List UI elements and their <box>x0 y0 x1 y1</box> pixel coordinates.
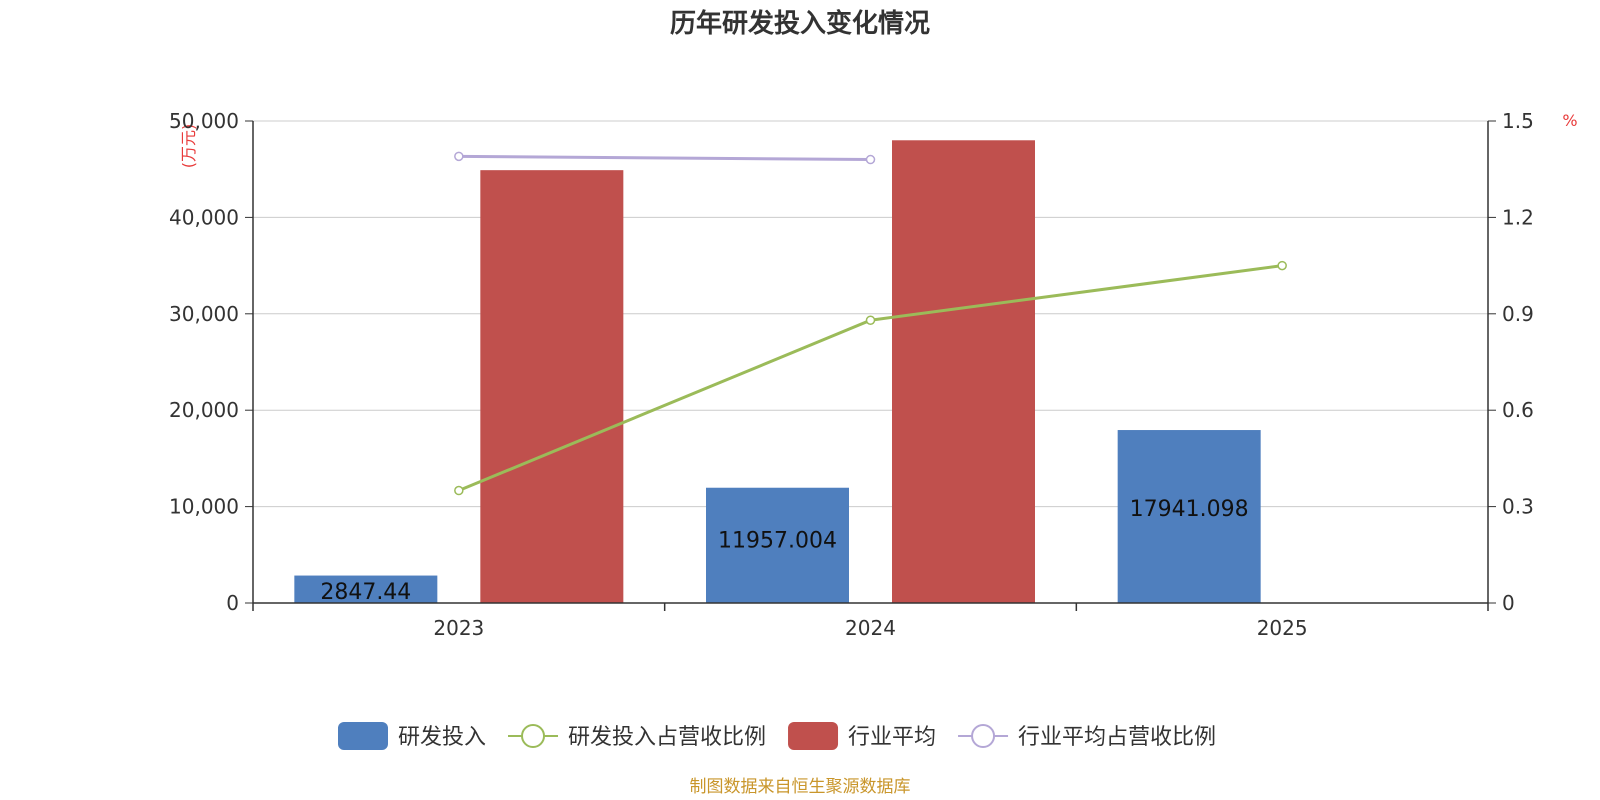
chart-title: 历年研发投入变化情况 <box>670 8 930 39</box>
left-axis-tick-label: 20,000 <box>169 398 239 422</box>
legend-swatch-marker <box>971 724 996 748</box>
legend-label: 研发投入 <box>398 725 486 750</box>
bar-data-label: 2847.44 <box>320 580 411 605</box>
data-labels: 2847.44 11957.004 17941.098 <box>320 497 1248 605</box>
source-note: 制图数据来自恒生聚源数据库 <box>690 777 911 797</box>
legend-swatch-bar <box>338 722 388 750</box>
left-axis-tick-label: 30,000 <box>169 302 239 326</box>
legend[interactable]: 研发投入 研发投入占营收比例 行业平均 行业平均占营收比例 <box>338 722 1216 750</box>
bar-data-label: 17941.098 <box>1130 497 1249 522</box>
axes: 0 0 10,000 0.3 20,000 0.6 30,000 0.9 40,000 1.2 50… <box>169 109 1534 640</box>
line-point <box>1277 260 1287 271</box>
legend-label: 行业平均 <box>848 725 936 750</box>
legend-label: 研发投入占营收比例 <box>568 725 766 750</box>
line-point <box>865 315 876 325</box>
bar <box>892 140 1035 603</box>
bar <box>294 575 438 603</box>
bar <box>480 170 624 603</box>
right-axis-tick-label: 1.2 <box>1502 205 1534 229</box>
right-axis-tick-label: 0 <box>1502 591 1515 615</box>
right-axis-tick-label: 0.6 <box>1502 398 1534 422</box>
bars <box>294 140 1261 603</box>
legend-label: 行业平均占营收比例 <box>1018 725 1216 750</box>
bar <box>706 487 849 603</box>
bar <box>1117 430 1261 603</box>
line-point <box>454 485 464 496</box>
right-axis-unit: % <box>1562 111 1577 130</box>
legend-swatch-bar <box>788 722 839 750</box>
right-axis-tick-label: 0.9 <box>1502 302 1534 326</box>
left-axis-tick-label: 40,000 <box>169 205 239 229</box>
line-point <box>454 151 464 162</box>
lines <box>454 151 1287 496</box>
left-axis-tick-label: 0 <box>226 591 239 615</box>
series-line <box>458 154 871 162</box>
left-axis-unit: (万元) <box>179 124 198 169</box>
right-axis-tick-label: 1.5 <box>1502 109 1534 133</box>
x-axis-tick-label: 2024 <box>845 616 896 640</box>
line-point <box>865 154 876 165</box>
left-axis-tick-label: 50,000 <box>169 109 239 133</box>
legend-swatch-marker <box>521 724 546 748</box>
x-axis-tick-label: 2025 <box>1257 616 1308 640</box>
left-axis-tick-label: 10,000 <box>169 495 239 519</box>
right-axis-tick-label: 0.3 <box>1502 495 1534 519</box>
grid <box>253 120 1488 508</box>
bar-data-label: 11957.004 <box>718 529 837 554</box>
x-axis-tick-label: 2023 <box>433 616 484 640</box>
